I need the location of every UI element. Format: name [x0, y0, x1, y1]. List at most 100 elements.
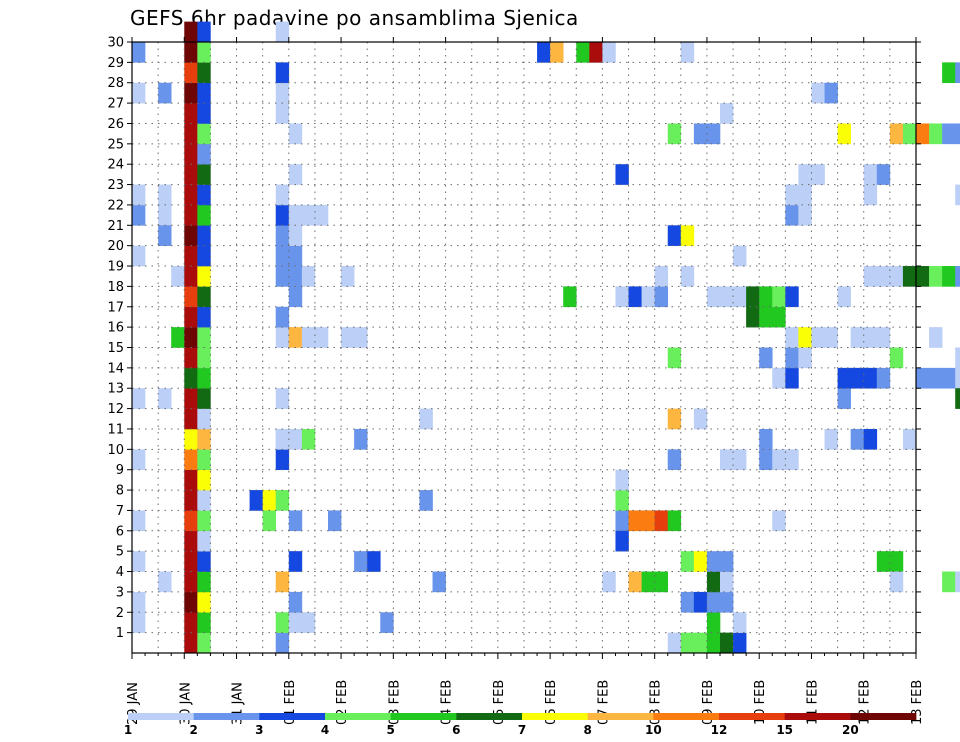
y-tick-label: 1: [116, 626, 124, 641]
heat-cell: [197, 62, 211, 84]
heat-cell: [184, 184, 198, 206]
heat-cell: [902, 123, 917, 145]
heat-cell: [811, 164, 825, 185]
heat-cell: [863, 367, 878, 389]
heat-cell: [680, 551, 695, 572]
heat-cell: [720, 571, 734, 593]
colorbar-label: 1: [124, 723, 132, 737]
colorbar-label: 3: [255, 723, 263, 737]
heat-cell: [197, 327, 211, 348]
y-tick-label: 21: [107, 219, 124, 234]
colorbar-segment: [259, 713, 326, 720]
heat-cell: [889, 347, 904, 369]
heat-cell: [720, 103, 734, 124]
heat-cell: [197, 571, 211, 593]
heat-cell: [275, 449, 290, 470]
heat-cell: [249, 490, 263, 511]
heat-cell: [863, 428, 878, 450]
heat-cell: [275, 82, 290, 104]
heat-cell: [929, 266, 943, 287]
colorbar-segment: [193, 713, 260, 720]
heat-cell: [197, 408, 211, 430]
y-tick-label: 12: [107, 402, 124, 417]
heat-cell: [197, 123, 211, 145]
heat-cell: [850, 367, 865, 389]
heat-cell: [132, 245, 146, 267]
heat-cell: [132, 388, 146, 409]
heat-cell: [171, 327, 185, 348]
heat-cell: [184, 612, 198, 633]
heat-cell: [158, 571, 172, 593]
heat-cell: [314, 327, 329, 348]
heat-cell: [798, 347, 812, 369]
y-tick-label: 5: [116, 545, 124, 560]
heat-cell: [628, 510, 642, 532]
y-tick-label: 25: [107, 137, 124, 152]
heat-cell: [680, 632, 695, 654]
heat-cell: [288, 245, 303, 267]
heat-cell: [184, 143, 198, 165]
heat-cell: [288, 327, 303, 348]
heat-cell: [759, 449, 773, 470]
heat-cell: [942, 123, 956, 145]
heat-cell: [876, 266, 891, 287]
heat-cell: [197, 591, 211, 613]
heat-cell: [667, 449, 682, 470]
heat-cell: [262, 510, 277, 532]
y-tick-label: 22: [107, 198, 124, 213]
heat-cell: [432, 571, 446, 593]
heat-cell: [863, 164, 878, 185]
heat-cell: [680, 225, 695, 246]
heat-cell: [824, 428, 838, 450]
y-tick-label: 17: [107, 300, 124, 315]
y-tick-label: 26: [107, 117, 124, 132]
heat-cell: [197, 530, 211, 552]
heat-cell: [197, 143, 211, 165]
heat-cell: [197, 245, 211, 267]
heat-cell: [667, 408, 682, 430]
heat-cell: [615, 530, 629, 552]
y-tick-label: 2: [116, 606, 124, 621]
heat-cell: [863, 266, 878, 287]
heat-cell: [902, 266, 917, 287]
y-tick-label: 23: [107, 178, 124, 193]
heat-cell: [184, 306, 198, 328]
colorbar-segment: [784, 713, 851, 720]
heat-cell: [772, 286, 786, 308]
heat-cell: [262, 490, 277, 511]
heat-cell: [942, 62, 956, 84]
heat-cell: [654, 510, 669, 532]
heat-cell: [785, 184, 799, 206]
heat-cell: [706, 551, 721, 572]
heat-cell: [733, 245, 747, 267]
colorbar-segment: [850, 713, 917, 720]
heat-cell: [824, 82, 838, 104]
heat-cell: [197, 551, 211, 572]
heat-cell: [132, 612, 146, 633]
heat-cell: [916, 123, 930, 145]
heat-cell: [550, 42, 564, 63]
y-tick-label: 13: [107, 382, 124, 397]
heat-cell: [197, 469, 211, 491]
heat-cell: [184, 408, 198, 430]
heat-cell: [288, 123, 303, 145]
heat-cell: [889, 266, 904, 287]
heat-cell: [863, 184, 878, 206]
colorbar-label: 10: [645, 723, 662, 737]
heat-cell: [184, 469, 198, 491]
heat-cell: [955, 62, 960, 84]
heat-cell: [184, 591, 198, 613]
heat-cell: [772, 367, 786, 389]
heat-cell: [667, 632, 682, 654]
heat-cell: [693, 123, 708, 145]
colorbar-label: 15: [776, 723, 793, 737]
heat-cell: [785, 286, 799, 308]
heat-cell: [759, 286, 773, 308]
heat-cell: [184, 530, 198, 552]
y-tick-label: 18: [107, 280, 124, 295]
heat-cell: [929, 327, 943, 348]
heat-cell: [275, 204, 290, 226]
heat-cell: [275, 388, 290, 409]
